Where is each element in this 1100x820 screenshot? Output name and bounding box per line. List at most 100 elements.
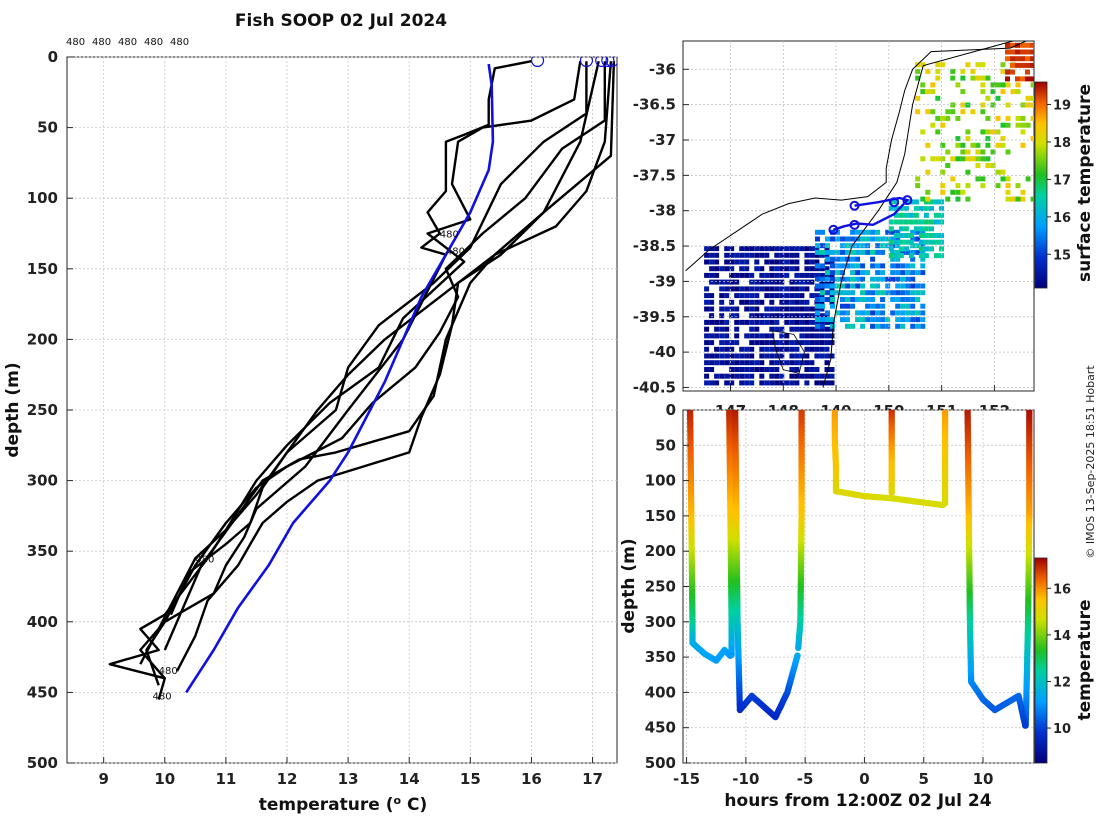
profile-trace-cast-3 bbox=[139, 61, 588, 665]
section-y-ticklabel: 200 bbox=[645, 542, 676, 560]
sst-pixel bbox=[1020, 142, 1026, 148]
sst-pixel bbox=[764, 333, 770, 339]
sst-pixel bbox=[769, 367, 775, 372]
map-y-ticklabel: -40.5 bbox=[633, 378, 676, 396]
sst-pixel bbox=[840, 290, 845, 296]
sst-pixel bbox=[995, 82, 1001, 88]
sst-pixel bbox=[779, 340, 785, 346]
sst-pixel bbox=[1000, 136, 1006, 142]
profile-x-ticklabel: 17 bbox=[582, 770, 603, 788]
sst-pixel bbox=[709, 252, 715, 258]
sst-pixel bbox=[1005, 122, 1011, 128]
sst-pixel bbox=[714, 246, 720, 252]
sst-pixel bbox=[749, 380, 755, 386]
sst-pixel bbox=[850, 297, 856, 302]
sst-pixel bbox=[804, 286, 810, 292]
sst-pixel bbox=[895, 270, 901, 276]
sst-pixel bbox=[749, 279, 755, 285]
sst-pixel bbox=[829, 286, 835, 292]
sst-pixel bbox=[819, 373, 825, 379]
sst-pixel bbox=[789, 360, 795, 366]
cast-position-circle bbox=[849, 200, 860, 211]
section-bottom-point bbox=[727, 652, 734, 659]
sst-pixel bbox=[769, 326, 775, 332]
sst-pixel bbox=[995, 129, 1001, 135]
sst-pixel bbox=[923, 233, 929, 238]
sst-pixel bbox=[764, 272, 770, 278]
temperature-cb-ticklabel: 14 bbox=[1053, 629, 1071, 644]
sst-pixel bbox=[825, 290, 830, 296]
sst-pixel bbox=[719, 313, 725, 319]
sst-pixel bbox=[890, 236, 896, 242]
sst-pixel bbox=[789, 252, 795, 258]
sst-pixel bbox=[779, 259, 785, 265]
sst-pixel bbox=[835, 270, 840, 276]
sst-pixel bbox=[923, 253, 929, 259]
sst-pixel bbox=[860, 317, 866, 323]
sst-pixel bbox=[850, 256, 856, 262]
sst-pixel bbox=[709, 272, 715, 278]
sst-pixel bbox=[779, 266, 785, 272]
sst-pixel bbox=[885, 317, 891, 323]
sst-pixel bbox=[704, 346, 710, 352]
sst-pixel bbox=[824, 259, 830, 265]
sst-pixel bbox=[895, 256, 901, 262]
sst-pixel bbox=[724, 293, 730, 299]
sst-pixel bbox=[1015, 82, 1021, 88]
surface-temp-cb-ticklabel: 19 bbox=[1053, 98, 1071, 113]
sst-pixel bbox=[794, 380, 800, 386]
sst-pixel bbox=[819, 279, 825, 285]
sst-pixel bbox=[1010, 62, 1015, 68]
sst-pixel bbox=[794, 266, 800, 272]
section-bottom-point bbox=[794, 652, 801, 659]
ship-track bbox=[828, 195, 913, 235]
sst-pixel bbox=[734, 333, 740, 339]
sst-pixel bbox=[814, 333, 820, 339]
sst-pixel bbox=[870, 323, 876, 329]
sst-pixel bbox=[934, 219, 939, 225]
sst-pixel bbox=[980, 62, 986, 68]
sst-pixel bbox=[749, 313, 755, 319]
section-y-ticklabel: 0 bbox=[666, 401, 676, 419]
sst-pixel bbox=[1020, 76, 1025, 82]
sst-pixel bbox=[779, 306, 785, 312]
sst-pixel bbox=[880, 243, 886, 249]
coastline bbox=[685, 41, 1027, 388]
sst-pixel bbox=[824, 246, 830, 252]
sst-pixel bbox=[814, 306, 820, 312]
sst-pixel bbox=[830, 303, 835, 309]
sst-pixel bbox=[774, 367, 780, 372]
climatology-line bbox=[185, 63, 495, 694]
sst-pixel bbox=[739, 299, 745, 305]
profile-y-ticklabel: 100 bbox=[27, 189, 58, 207]
sst-pixel bbox=[1030, 56, 1034, 62]
sst-pixel bbox=[850, 276, 856, 282]
sst-pixel bbox=[815, 263, 820, 269]
sst-pixel bbox=[955, 196, 961, 202]
sst-pixel bbox=[729, 346, 735, 352]
sst-pixel bbox=[915, 310, 921, 316]
sst-pixel bbox=[769, 340, 775, 346]
sst-pixel bbox=[1005, 76, 1010, 82]
sst-pixel bbox=[739, 360, 745, 366]
sst-pixel bbox=[824, 266, 830, 272]
sst-pixel bbox=[885, 276, 891, 282]
sst-pixel bbox=[890, 297, 896, 302]
sst-pixel bbox=[804, 346, 810, 352]
sst-pixel bbox=[960, 189, 966, 195]
sst-pixel bbox=[779, 286, 785, 292]
sst-pixel bbox=[870, 249, 876, 255]
sst-pixel bbox=[920, 82, 926, 88]
sst-pixel bbox=[804, 266, 810, 272]
sst-pixel bbox=[759, 313, 765, 319]
sst-pixel bbox=[945, 109, 951, 115]
sst-pixel bbox=[905, 310, 911, 316]
sst-pixel bbox=[840, 303, 845, 309]
sst-pixel bbox=[820, 317, 825, 323]
sst-pixel bbox=[1010, 196, 1016, 202]
sst-pixel bbox=[865, 317, 871, 323]
sst-pixel bbox=[870, 297, 876, 302]
sst-pixel bbox=[898, 239, 904, 245]
sst-pixel bbox=[845, 283, 850, 289]
sst-pixel bbox=[905, 270, 911, 276]
